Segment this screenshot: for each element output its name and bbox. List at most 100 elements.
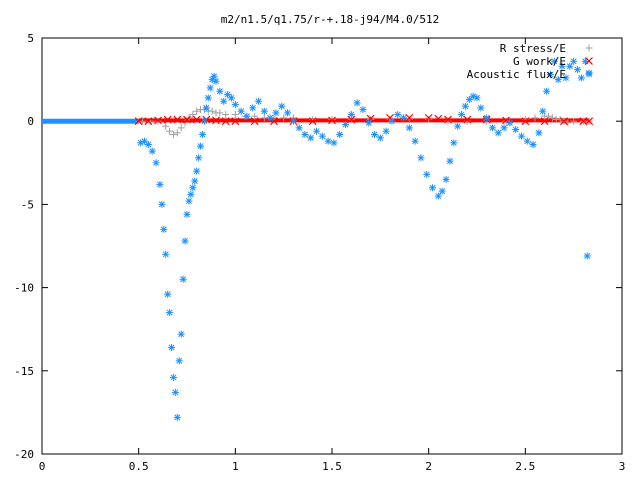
data-point [163, 115, 172, 124]
data-point [539, 107, 547, 115]
data-point [144, 140, 152, 148]
data-point [353, 99, 361, 107]
data-point [212, 77, 220, 85]
data-point [570, 57, 578, 65]
data-point [562, 74, 570, 82]
data-point [483, 114, 491, 122]
legend-label: G work/E [513, 55, 566, 68]
data-point [328, 116, 336, 125]
data-point [137, 139, 145, 147]
data-point [365, 119, 373, 127]
data-point [162, 122, 170, 130]
data-point [216, 109, 224, 117]
data-point [583, 252, 591, 260]
data-point [156, 180, 164, 188]
data-point [376, 134, 384, 142]
data-point [521, 117, 530, 126]
x-tick-label: 3 [619, 460, 626, 473]
data-point [202, 104, 210, 112]
data-point [158, 200, 166, 208]
data-point [280, 114, 288, 122]
x-tick-label: 1.5 [322, 460, 342, 473]
data-point [144, 117, 153, 126]
data-point [183, 115, 191, 124]
data-point [173, 115, 182, 124]
data-point [166, 309, 174, 317]
legend-label: Acoustic flux/E [467, 68, 566, 81]
data-point [473, 94, 481, 102]
data-point [179, 275, 187, 283]
data-point [295, 124, 303, 132]
data-point [197, 142, 205, 150]
data-point [193, 167, 201, 175]
data-point [585, 117, 594, 126]
x-tick-label: 0 [39, 460, 46, 473]
chart-title: m2/n1.5/q1.75/r-+.18-j94/M4.0/512 [221, 13, 440, 26]
data-point [278, 102, 286, 110]
data-point [545, 112, 553, 120]
data-point [405, 124, 413, 132]
legend-marker [585, 44, 593, 52]
data-point [171, 388, 179, 396]
y-tick-label: -15 [14, 365, 34, 378]
data-point [411, 137, 419, 145]
data-point [301, 131, 309, 139]
data-point [255, 97, 263, 105]
data-point [204, 94, 212, 102]
data-point [187, 190, 195, 198]
data-point [181, 119, 189, 127]
data-point [488, 124, 496, 132]
data-point [212, 116, 220, 125]
x-tick-label: 2 [425, 460, 432, 473]
axes: 0 0.5 1 1.5 2 2.5 3 5 0 -5 -10 -15 -20 [14, 32, 625, 473]
data-point [181, 237, 189, 245]
data-point [442, 175, 450, 183]
data-point [371, 131, 379, 139]
data-point [289, 117, 297, 125]
data-point [577, 74, 585, 82]
plot-frame [41, 37, 623, 455]
data-point [195, 154, 203, 162]
data-point [506, 119, 514, 127]
data-point [463, 115, 472, 124]
data-point [324, 137, 332, 145]
data-point [423, 170, 431, 178]
legend-marker [585, 70, 593, 78]
y-tick-label: 0 [27, 115, 34, 128]
data-point [154, 116, 162, 125]
data-point [243, 112, 251, 120]
data-point [531, 114, 539, 122]
data-point [342, 121, 350, 129]
data-point [359, 106, 367, 114]
data-point [461, 102, 469, 110]
y-tick-label: -20 [14, 448, 34, 461]
data-point [570, 117, 578, 125]
data-point [429, 184, 437, 192]
data-point [177, 330, 185, 338]
data-point [560, 117, 568, 126]
data-point [189, 184, 197, 192]
data-point [529, 140, 537, 148]
data-point [477, 104, 485, 112]
data-point [192, 115, 201, 124]
data-point [382, 127, 390, 135]
data-point [548, 114, 556, 122]
data-point [450, 139, 458, 147]
data-point [175, 357, 183, 365]
series-1 [134, 113, 594, 126]
data-point [191, 177, 199, 185]
data-point [169, 131, 177, 139]
data-point [540, 117, 549, 126]
series-2 [137, 57, 593, 421]
data-point [177, 124, 185, 132]
y-tick-label: -10 [14, 282, 34, 295]
data-point [250, 117, 259, 126]
data-point [198, 131, 206, 139]
data-point [249, 104, 257, 112]
data-point [558, 62, 566, 70]
data-point [458, 111, 466, 119]
data-point [220, 97, 228, 105]
data-point [318, 132, 326, 140]
